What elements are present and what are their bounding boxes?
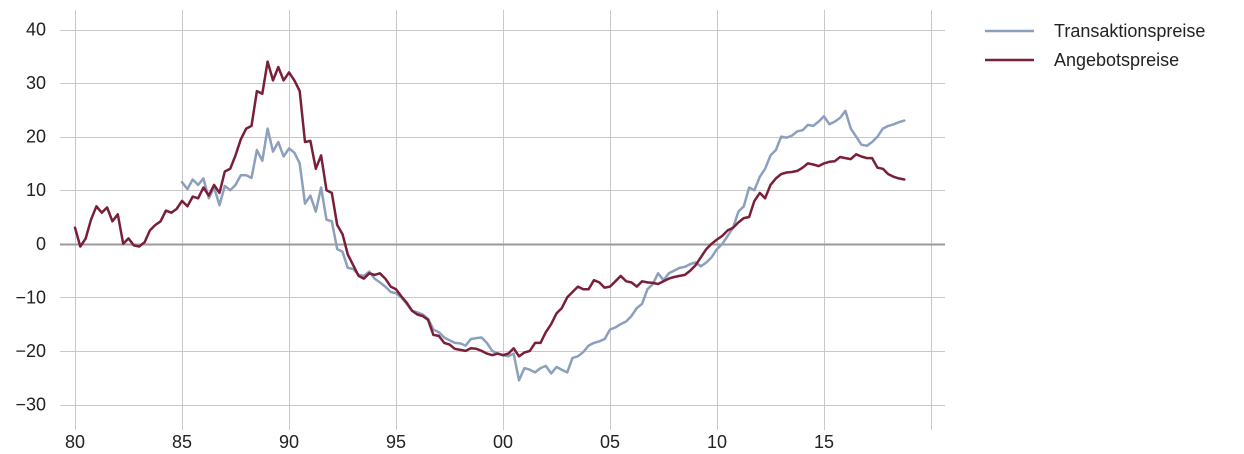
x-tick-label: 00 <box>493 432 513 452</box>
y-tick-label: 40 <box>26 20 46 40</box>
series-line-transaktionspreise <box>180 109 906 382</box>
legend-label-transaktionspreise: Transaktionspreise <box>1054 21 1205 41</box>
x-tick-label: 05 <box>600 432 620 452</box>
x-tick-label: 90 <box>279 432 299 452</box>
x-tick-label: 80 <box>65 432 85 452</box>
legend-label-angebotspreise: Angebotspreise <box>1054 50 1179 70</box>
y-tick-label: −30 <box>15 395 46 415</box>
y-tick-label: 0 <box>36 234 46 254</box>
x-tick-label: 95 <box>386 432 406 452</box>
legend: Transaktionspreise Angebotspreise <box>985 21 1205 70</box>
x-tick-label: 10 <box>707 432 727 452</box>
x-tick-label: 85 <box>172 432 192 452</box>
x-tick-label: 15 <box>814 432 834 452</box>
y-tick-label: 20 <box>26 127 46 147</box>
y-axis-tick-labels: 40 30 20 10 0 −10 −20 −30 <box>15 20 46 415</box>
x-axis-tick-labels: 80 85 90 95 00 05 10 15 <box>65 432 834 452</box>
y-tick-label: −10 <box>15 287 46 307</box>
series-line-angebotspreise <box>73 60 906 358</box>
y-tick-label: 30 <box>26 73 46 93</box>
y-tick-label: −20 <box>15 341 46 361</box>
y-tick-label: 10 <box>26 180 46 200</box>
grid-lines <box>60 10 945 430</box>
series-lines <box>73 60 906 382</box>
